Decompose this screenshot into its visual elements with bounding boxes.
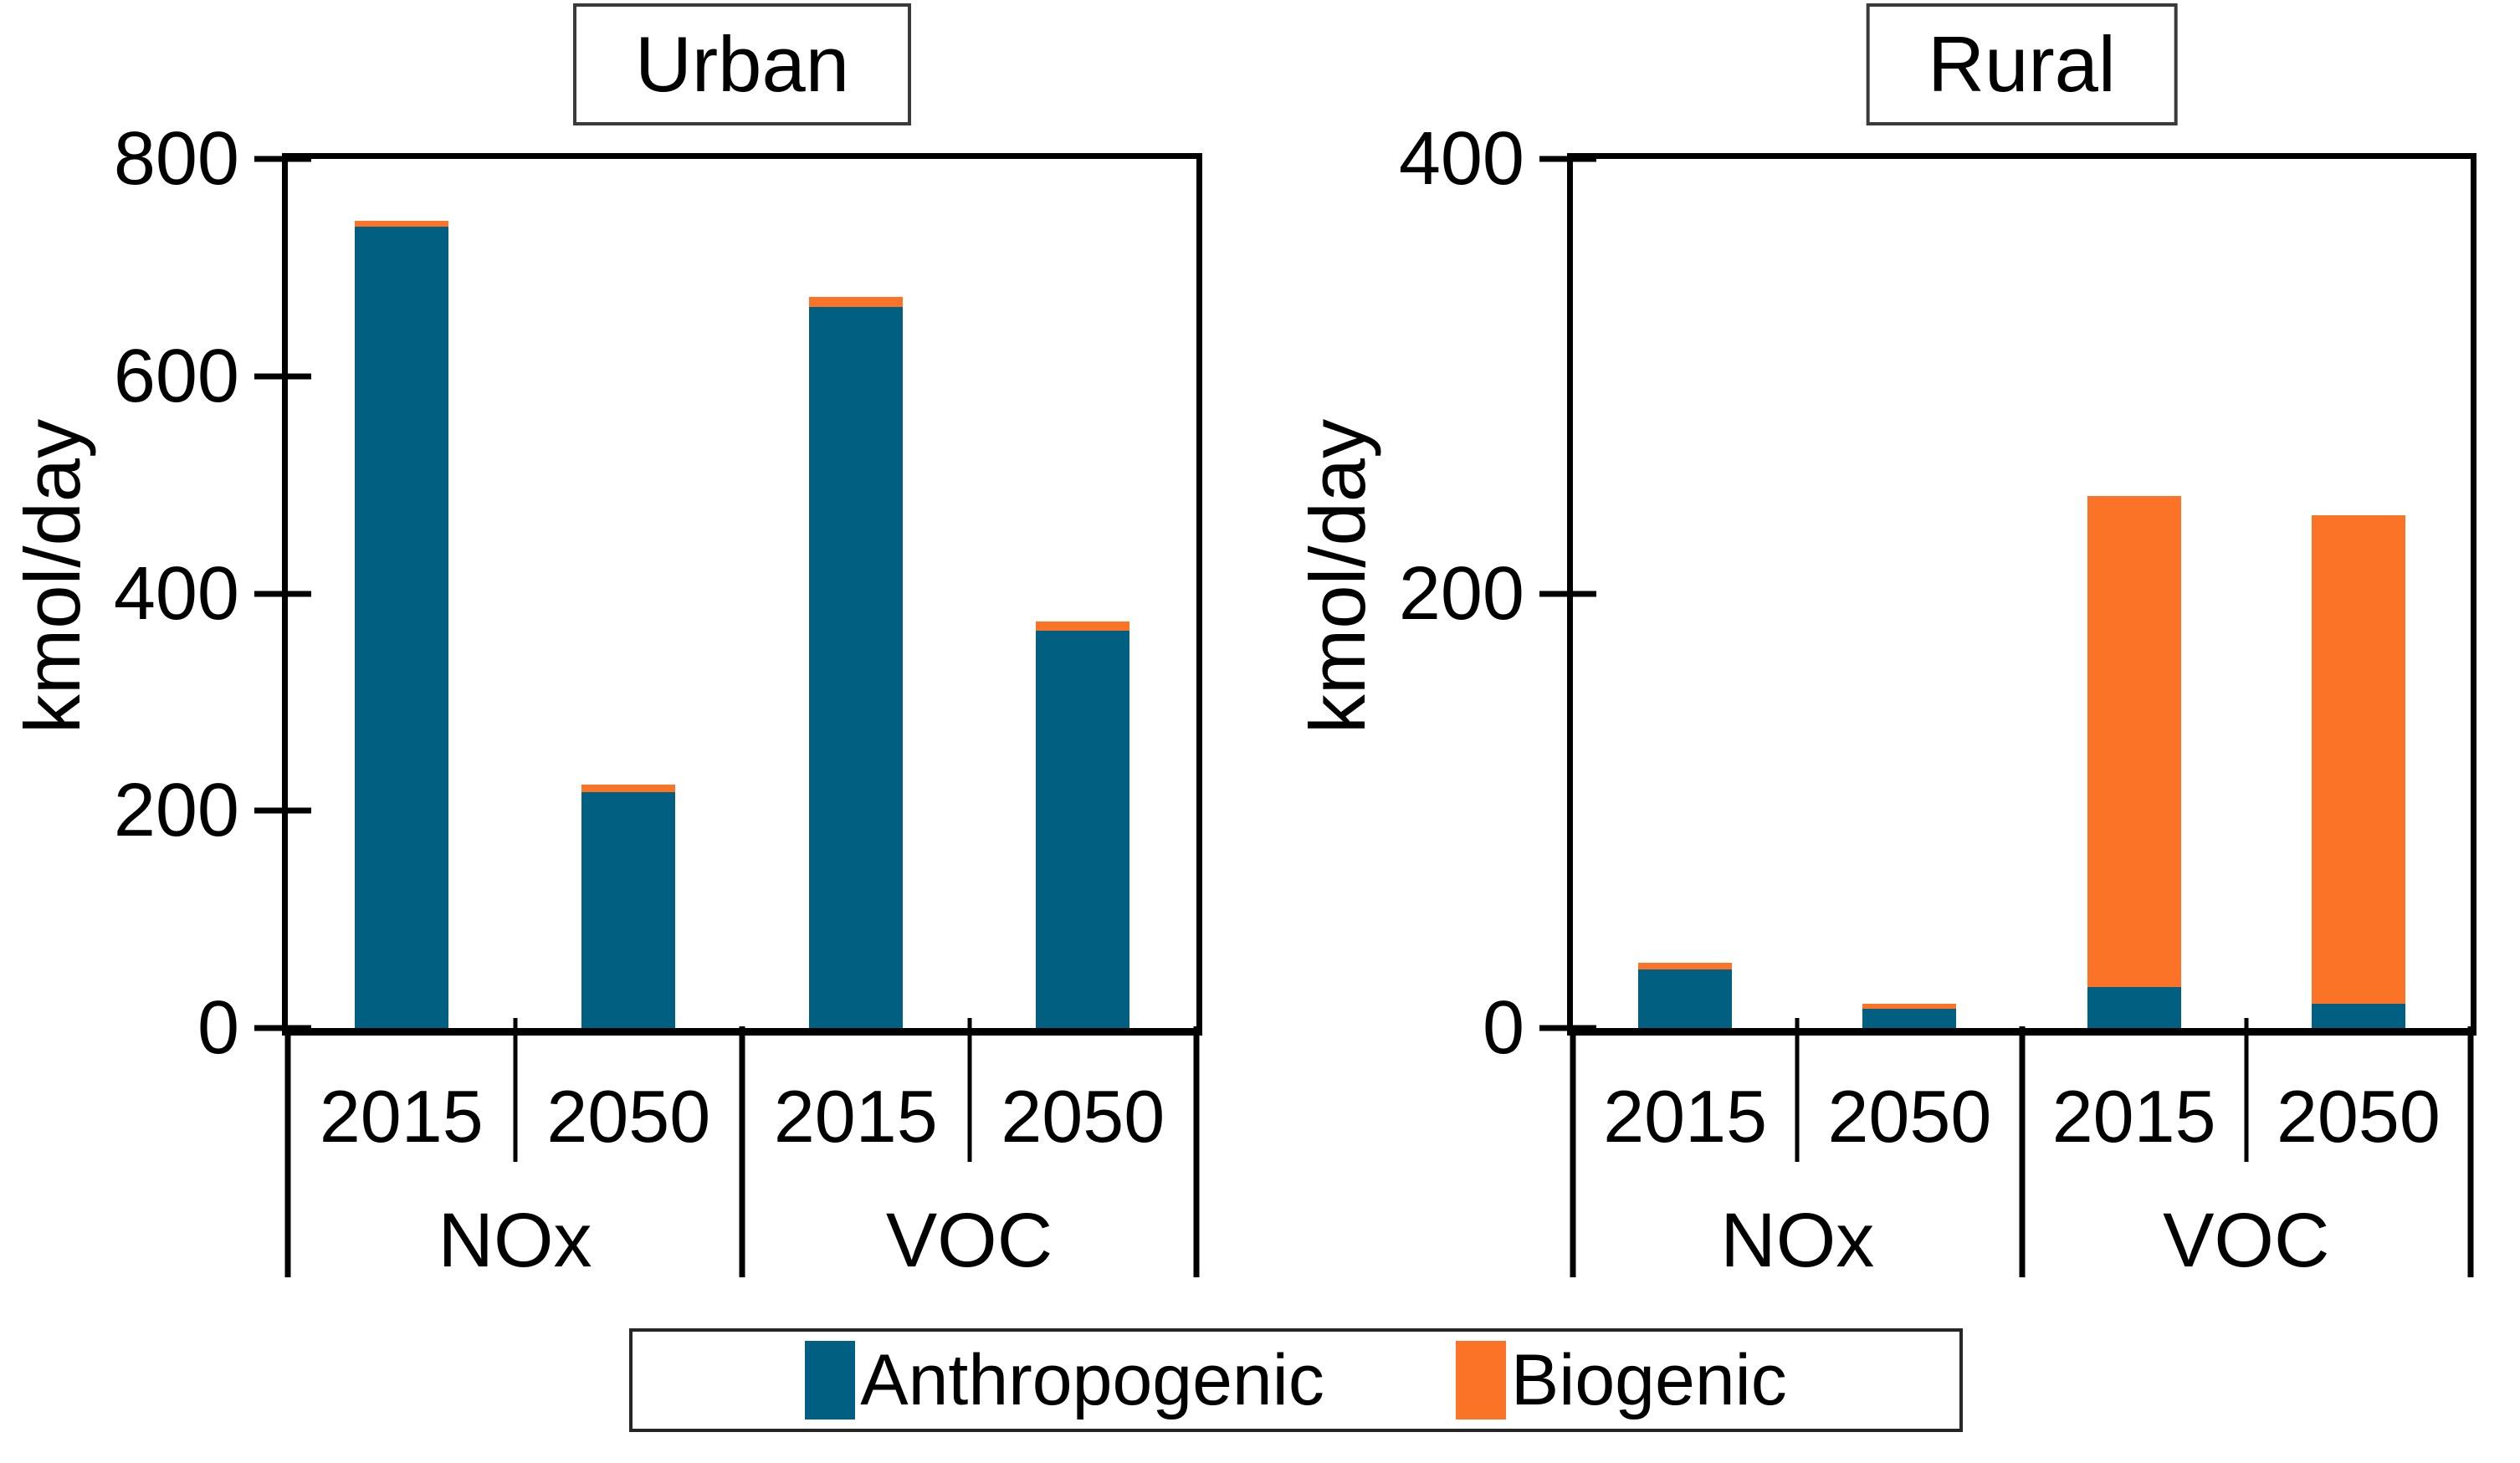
biogenic-segment [1862,1004,1957,1009]
y-axis-tick [254,591,311,596]
y-axis-tick [254,1025,311,1031]
bar-nox-2050 [581,159,676,1028]
y-axis-tick-label: 400 [113,551,239,636]
biogenic-segment [808,296,903,307]
year-divider-line [1795,1018,1800,1162]
plot-area: Urban kmol/day 0 200 400 600 800 2015 2050 2015… [8,3,1202,1279]
anthropogenic-segment [2087,986,2181,1028]
y-axis-tick-label: 800 [113,117,239,201]
anthropogenic-swatch-icon [805,1341,856,1420]
legend-label: Biogenic [1510,1340,1787,1420]
bar-voc-2050 [2311,159,2405,1028]
y-axis-tick-label: 200 [113,769,239,853]
y-axis-tick-label: 400 [1398,117,1524,201]
legend-item-anthropogenic: Anthropogenic [805,1341,1324,1420]
biogenic-swatch-icon [1455,1341,1506,1420]
group-label-nox: NOx [1720,1198,1875,1283]
bar-nox-2015 [354,159,448,1028]
bar-voc-2015 [2087,159,2181,1028]
bar-nox-2050 [1862,159,1957,1028]
category-year-label: 2050 [1001,1075,1165,1158]
biogenic-segment [1638,963,1733,969]
y-axis-tick [254,156,311,162]
y-axis-tick [1539,156,1596,162]
group-label-nox: NOx [438,1198,592,1283]
category-year-label: 2015 [319,1075,484,1158]
plot-area: Rural kmol/day 0 200 400 2015 2050 2015 2050 NO… [1293,3,2476,1279]
chart-title-rural: Rural [1866,3,2178,125]
y-axis-tick-label: 0 [197,986,239,1070]
bar-voc-2015 [808,159,903,1028]
group-divider-line [1193,1026,1200,1277]
biogenic-segment [354,221,448,227]
category-year-label: 2050 [2276,1075,2441,1158]
y-axis-tick [1539,1025,1596,1031]
anthropogenic-segment [581,792,676,1028]
biogenic-segment [1036,622,1130,631]
biogenic-segment [581,785,676,793]
biogenic-segment [2311,515,2405,1005]
chart-title-urban: Urban [572,3,912,125]
y-axis-tick [254,807,311,814]
anthropogenic-segment [2311,1004,2405,1028]
anthropogenic-segment [1638,969,1733,1028]
category-year-label: 2015 [773,1075,938,1158]
y-axis-tick-label: 0 [1482,986,1524,1070]
group-divider-line [739,1026,745,1277]
anthropogenic-segment [1862,1008,1957,1028]
category-year-label: 2050 [1827,1075,1992,1158]
category-year-label: 2015 [2051,1075,2216,1158]
anthropogenic-segment [808,306,903,1028]
anthropogenic-segment [354,226,448,1028]
y-axis-tick [1539,591,1596,596]
group-divider-line [2019,1026,2025,1277]
year-divider-line [967,1018,971,1162]
year-divider-line [2244,1018,2249,1162]
category-year-label: 2015 [1603,1075,1768,1158]
group-divider-line [1570,1026,1576,1277]
category-year-label: 2050 [546,1075,711,1158]
legend-label: Anthropogenic [860,1340,1324,1420]
legend: Anthropogenic Biogenic [629,1328,1963,1432]
year-divider-line [513,1018,517,1162]
anthropogenic-segment [1036,630,1130,1028]
group-divider-line [284,1026,291,1277]
bar-voc-2050 [1036,159,1130,1028]
legend-item-biogenic: Biogenic [1455,1340,1787,1420]
bar-nox-2015 [1638,159,1733,1028]
y-axis-tick [254,373,311,380]
y-axis-tick-label: 600 [113,334,239,418]
y-axis-tick-label: 200 [1398,551,1524,636]
group-label-voc: VOC [2163,1198,2330,1283]
biogenic-segment [2087,495,2181,987]
group-label-voc: VOC [885,1198,1053,1283]
group-divider-line [2467,1026,2474,1277]
